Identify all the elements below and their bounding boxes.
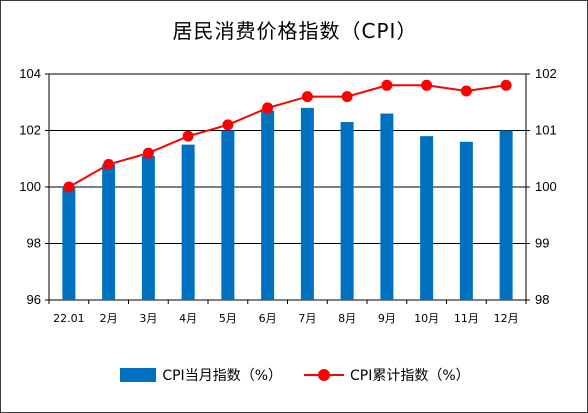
bar-cpi-monthly	[340, 122, 354, 301]
point-cpi-cumulative	[222, 119, 234, 131]
x-axis-tick-label: 12月	[494, 312, 519, 325]
left-axis-tick-label: 100	[19, 179, 41, 194]
chart-legend: CPI当月指数（%） CPI累计指数（%）	[1, 365, 587, 385]
legend-line-label: CPI累计指数（%）	[350, 368, 470, 384]
x-axis-tick-label: 4月	[179, 312, 197, 325]
legend-item-line: CPI累计指数（%）	[304, 365, 470, 385]
x-axis-tick-label: 9月	[378, 312, 396, 325]
left-axis-tick-label: 102	[19, 123, 41, 138]
point-cpi-cumulative	[500, 79, 512, 91]
right-axis-tick-label: 101	[535, 123, 557, 138]
x-axis-tick-label: 2月	[100, 312, 118, 325]
point-cpi-cumulative	[460, 85, 472, 97]
point-cpi-cumulative	[103, 158, 115, 170]
bar-cpi-monthly	[499, 130, 513, 300]
right-axis-tick-label: 100	[535, 179, 557, 194]
x-axis-tick-label: 8月	[338, 312, 356, 325]
legend-bar-label: CPI当月指数（%）	[162, 368, 282, 384]
x-axis-tick-label: 10月	[414, 312, 439, 325]
x-axis-tick-label: 6月	[259, 312, 277, 325]
bar-cpi-monthly	[141, 155, 155, 300]
bar-cpi-monthly	[102, 164, 116, 300]
point-cpi-cumulative	[341, 91, 353, 103]
point-cpi-cumulative	[262, 102, 274, 114]
bar-cpi-monthly	[380, 113, 394, 300]
bar-cpi-monthly	[221, 130, 235, 300]
left-axis-tick-label: 96	[27, 292, 41, 307]
legend-item-bar: CPI当月指数（%）	[120, 365, 282, 385]
point-cpi-cumulative	[142, 147, 154, 159]
bar-cpi-monthly	[420, 136, 434, 300]
chart-title: 居民消费价格指数（CPI）	[172, 19, 418, 43]
x-axis-tick-label: 3月	[139, 312, 157, 325]
bar-cpi-monthly	[62, 187, 76, 300]
bar-cpi-monthly	[181, 144, 195, 300]
right-axis-tick-label: 102	[535, 66, 557, 81]
point-cpi-cumulative	[182, 130, 194, 142]
right-axis-tick-label: 99	[535, 236, 549, 251]
right-axis-tick-label: 98	[535, 292, 549, 307]
x-axis-tick-label: 11月	[454, 312, 479, 325]
bar-cpi-monthly	[261, 110, 275, 300]
x-axis-tick-label: 22.01	[53, 312, 85, 325]
bar-cpi-monthly	[459, 141, 473, 300]
x-axis-tick-label: 7月	[298, 312, 316, 325]
left-axis-tick-label: 98	[27, 236, 41, 251]
point-cpi-cumulative	[421, 79, 433, 91]
line-cpi-cumulative	[68, 84, 507, 188]
point-cpi-cumulative	[63, 181, 75, 193]
legend-line-swatch	[304, 368, 344, 382]
point-cpi-cumulative	[381, 79, 393, 91]
legend-bar-swatch	[120, 368, 157, 382]
x-axis-tick-label: 5月	[219, 312, 237, 325]
bar-cpi-monthly	[300, 107, 314, 301]
point-cpi-cumulative	[301, 91, 313, 103]
left-axis-tick-label: 104	[19, 66, 41, 81]
